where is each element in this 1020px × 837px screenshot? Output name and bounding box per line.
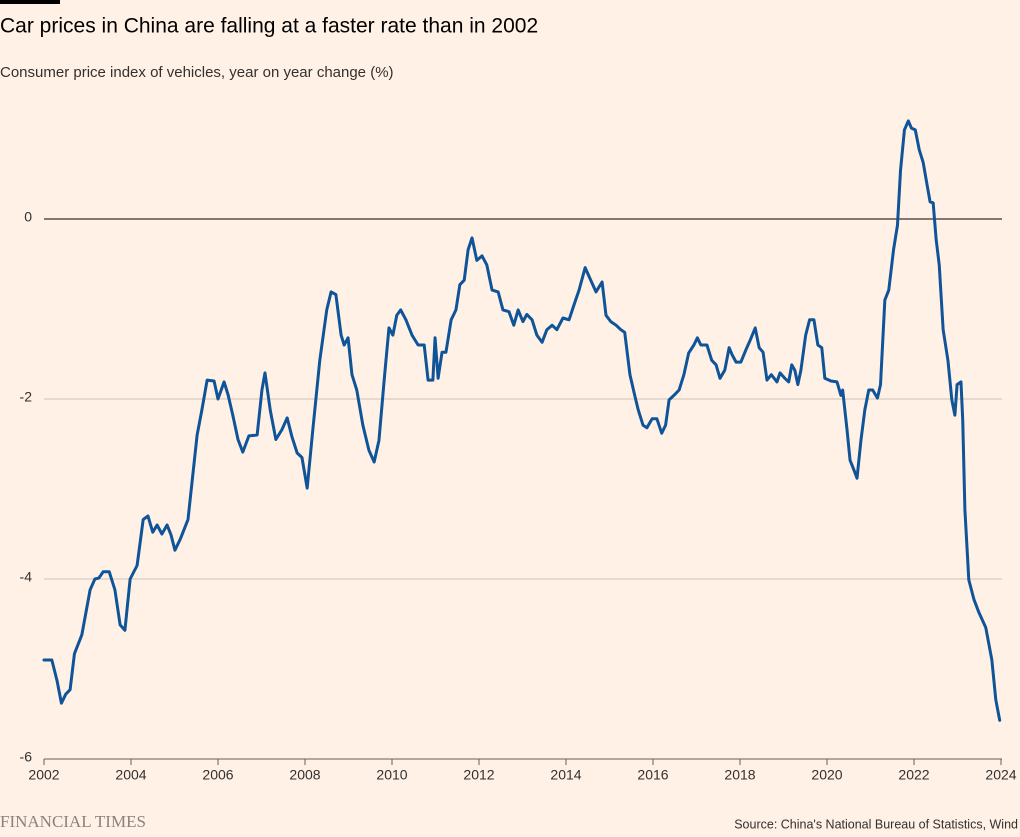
x-tick-label: 2016 bbox=[637, 767, 668, 783]
x-tick-label: 2008 bbox=[289, 767, 320, 783]
x-tick-label: 2022 bbox=[898, 767, 929, 783]
y-tick-label: -2 bbox=[20, 389, 33, 405]
brand-bar bbox=[0, 0, 60, 4]
x-tick-label: 2014 bbox=[550, 767, 581, 783]
x-tick-label: 2010 bbox=[376, 767, 407, 783]
x-tick-label: 2002 bbox=[28, 767, 59, 783]
data-line bbox=[42, 119, 1002, 722]
y-tick-label: -6 bbox=[20, 749, 33, 765]
chart-title: Car prices in China are falling at a fas… bbox=[0, 15, 538, 38]
y-tick-label: 0 bbox=[24, 209, 32, 225]
x-tick-label: 2006 bbox=[202, 767, 233, 783]
x-tick-label: 2004 bbox=[115, 767, 146, 783]
x-tick-label: 2018 bbox=[724, 767, 755, 783]
y-tick-label: -4 bbox=[20, 569, 33, 585]
brand: FINANCIAL TIMES bbox=[0, 812, 146, 831]
x-tick-label: 2020 bbox=[811, 767, 842, 783]
x-tick-label: 2024 bbox=[985, 767, 1016, 783]
x-tick-label: 2012 bbox=[463, 767, 494, 783]
chart-subtitle: Consumer price index of vehicles, year o… bbox=[0, 64, 394, 81]
source: Source: China's National Bureau of Stati… bbox=[734, 817, 1018, 831]
